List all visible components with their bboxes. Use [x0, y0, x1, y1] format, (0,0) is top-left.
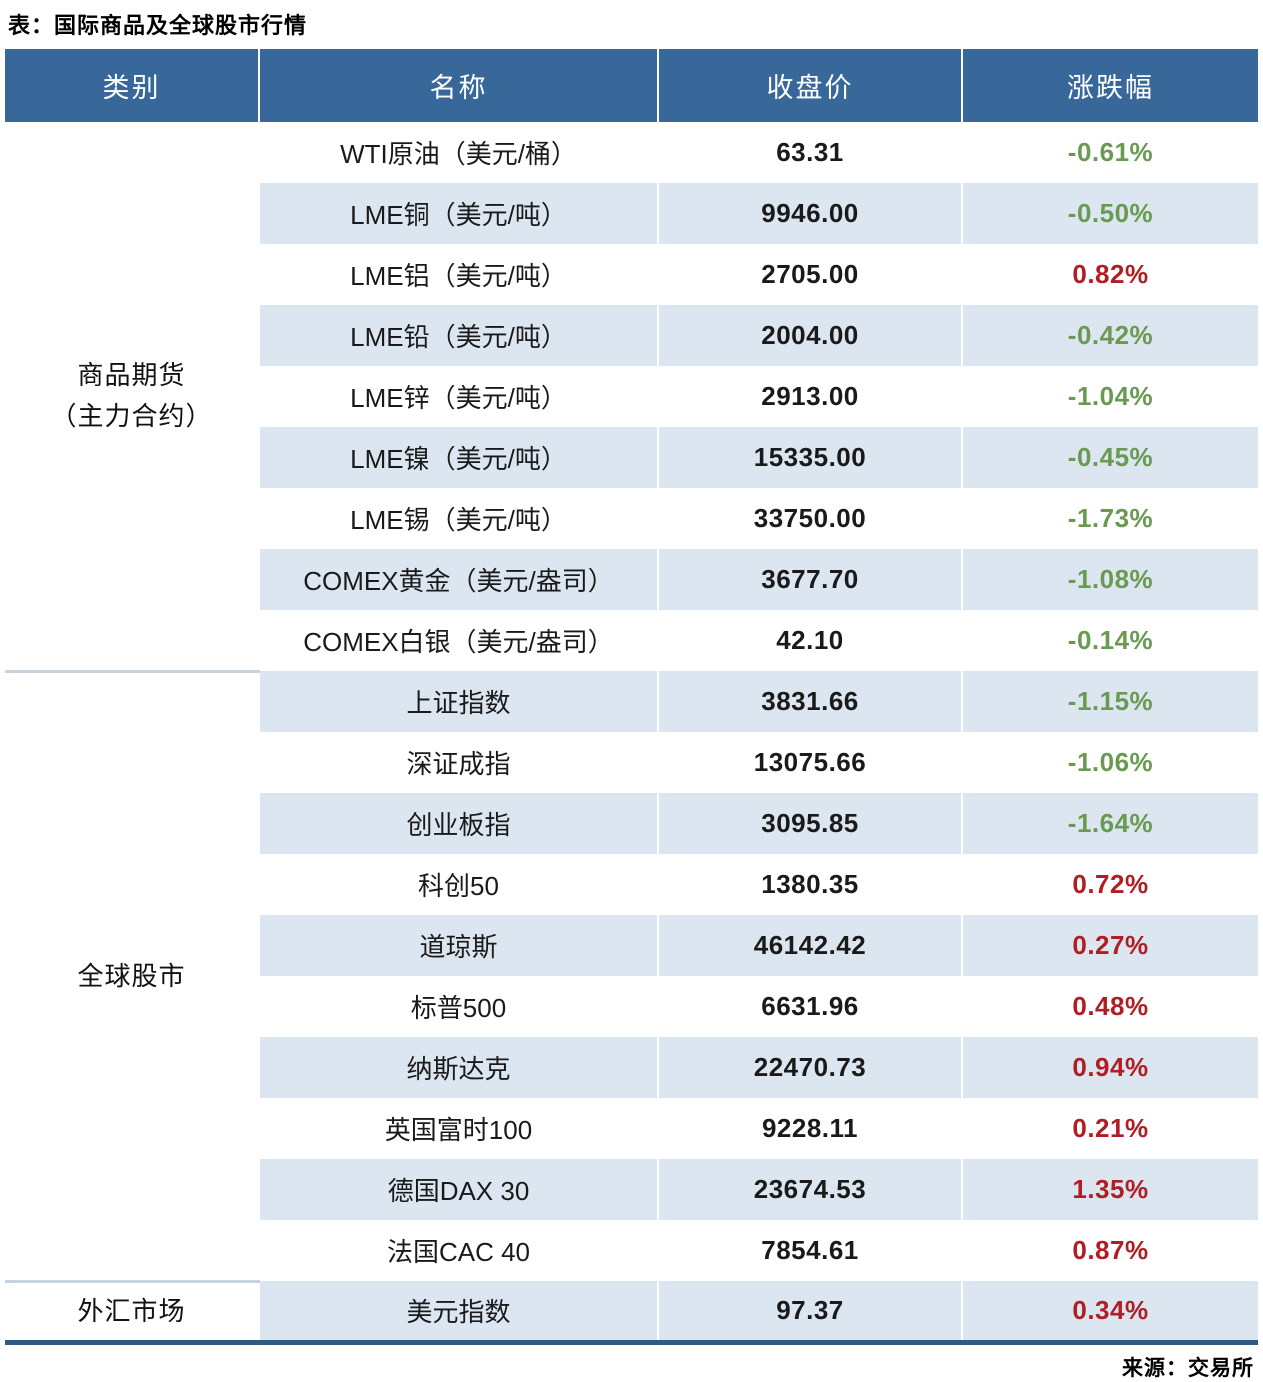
- close-price-cell: 3095.85: [657, 793, 962, 854]
- name-cell: COMEX白银（美元/盎司）: [258, 610, 658, 671]
- category-cell-commodities: 商品期货 （主力合约）: [5, 122, 259, 673]
- close-price-cell: 46142.42: [657, 915, 962, 976]
- category-label-line: 全球股市: [77, 960, 186, 991]
- market-table: 类别 名称 收盘价 涨跌幅 商品期货 （主力合约） WTI原油（美元/桶） 63…: [5, 49, 1258, 1345]
- close-price-cell: 15335.00: [657, 427, 962, 488]
- close-price-cell: 23674.53: [657, 1159, 962, 1220]
- name-cell: LME铝（美元/吨）: [258, 244, 658, 305]
- table-row: LME铅（美元/吨） 2004.00 -0.42%: [5, 305, 1258, 366]
- close-price-cell: 2004.00: [657, 305, 962, 366]
- change-cell: 0.48%: [961, 976, 1258, 1037]
- change-cell: -1.15%: [961, 671, 1258, 732]
- change-cell: -0.42%: [961, 305, 1258, 366]
- close-price-cell: 63.31: [657, 122, 962, 183]
- table-row: 创业板指 3095.85 -1.64%: [5, 793, 1258, 854]
- name-cell: 法国CAC 40: [258, 1220, 658, 1281]
- change-cell: -1.73%: [961, 488, 1258, 549]
- column-header-close: 收盘价: [657, 49, 962, 122]
- close-price-cell: 3831.66: [657, 671, 962, 732]
- table-row: 纳斯达克 22470.73 0.94%: [5, 1037, 1258, 1098]
- table-row: LME铜（美元/吨） 9946.00 -0.50%: [5, 183, 1258, 244]
- name-cell: 标普500: [258, 976, 658, 1037]
- change-cell: 0.87%: [961, 1220, 1258, 1281]
- change-cell: -0.50%: [961, 183, 1258, 244]
- category-label-line: （主力合约）: [50, 400, 213, 431]
- close-price-cell: 1380.35: [657, 854, 962, 915]
- close-price-cell: 13075.66: [657, 732, 962, 793]
- name-cell: LME铜（美元/吨）: [258, 183, 658, 244]
- table-row: 深证成指 13075.66 -1.06%: [5, 732, 1258, 793]
- name-cell: 道琼斯: [258, 915, 658, 976]
- table-row: COMEX白银（美元/盎司） 42.10 -0.14%: [5, 610, 1258, 671]
- close-price-cell: 3677.70: [657, 549, 962, 610]
- table-row: 法国CAC 40 7854.61 0.87%: [5, 1220, 1258, 1281]
- change-cell: -1.06%: [961, 732, 1258, 793]
- column-header-category: 类别: [5, 49, 259, 122]
- change-cell: -1.04%: [961, 366, 1258, 427]
- close-price-cell: 7854.61: [657, 1220, 962, 1281]
- name-cell: 英国富时100: [258, 1098, 658, 1159]
- name-cell: LME锌（美元/吨）: [258, 366, 658, 427]
- table-row: 英国富时100 9228.11 0.21%: [5, 1098, 1258, 1159]
- change-cell: 0.21%: [961, 1098, 1258, 1159]
- table-row: 商品期货 （主力合约） WTI原油（美元/桶） 63.31 -0.61%: [5, 122, 1258, 673]
- table-row: 外汇市场 美元指数 97.37 0.34%: [5, 1281, 1258, 1345]
- change-cell: 0.72%: [961, 854, 1258, 915]
- category-cell-global-stocks: 全球股市: [5, 671, 259, 1283]
- category-cell-forex: 外汇市场: [5, 1281, 259, 1345]
- category-label-line: 外汇市场: [77, 1295, 186, 1326]
- change-cell: -0.45%: [961, 427, 1258, 488]
- table-row: LME锌（美元/吨） 2913.00 -1.04%: [5, 366, 1258, 427]
- name-cell: 上证指数: [258, 671, 658, 732]
- name-cell: LME镍（美元/吨）: [258, 427, 658, 488]
- name-cell: 深证成指: [258, 732, 658, 793]
- close-price-cell: 2913.00: [657, 366, 962, 427]
- name-cell: 美元指数: [258, 1281, 658, 1345]
- change-cell: -1.64%: [961, 793, 1258, 854]
- change-cell: -0.14%: [961, 610, 1258, 671]
- table-row: 道琼斯 46142.42 0.27%: [5, 915, 1258, 976]
- table-row: 德国DAX 30 23674.53 1.35%: [5, 1159, 1258, 1220]
- source-label: 来源：交易所: [1122, 1356, 1254, 1380]
- header-row: 类别 名称 收盘价 涨跌幅: [5, 49, 1258, 122]
- column-header-change: 涨跌幅: [961, 49, 1258, 122]
- close-price-cell: 33750.00: [657, 488, 962, 549]
- table-row: COMEX黄金（美元/盎司） 3677.70 -1.08%: [5, 549, 1258, 610]
- close-price-cell: 9946.00: [657, 183, 962, 244]
- name-cell: LME锡（美元/吨）: [258, 488, 658, 549]
- category-label-line: 商品期货: [77, 360, 186, 391]
- change-cell: 0.34%: [961, 1281, 1258, 1345]
- close-price-cell: 97.37: [657, 1281, 962, 1345]
- table-row: 科创50 1380.35 0.72%: [5, 854, 1258, 915]
- name-cell: 创业板指: [258, 793, 658, 854]
- table-row: LME锡（美元/吨） 33750.00 -1.73%: [5, 488, 1258, 549]
- close-price-cell: 9228.11: [657, 1098, 962, 1159]
- column-header-name: 名称: [258, 49, 658, 122]
- name-cell: 纳斯达克: [258, 1037, 658, 1098]
- name-cell: LME铅（美元/吨）: [258, 305, 658, 366]
- close-price-cell: 22470.73: [657, 1037, 962, 1098]
- name-cell: WTI原油（美元/桶）: [258, 122, 658, 183]
- close-price-cell: 6631.96: [657, 976, 962, 1037]
- table-row: LME铝（美元/吨） 2705.00 0.82%: [5, 244, 1258, 305]
- name-cell: COMEX黄金（美元/盎司）: [258, 549, 658, 610]
- change-cell: -0.61%: [961, 122, 1258, 183]
- close-price-cell: 2705.00: [657, 244, 962, 305]
- table-row: LME镍（美元/吨） 15335.00 -0.45%: [5, 427, 1258, 488]
- change-cell: 0.94%: [961, 1037, 1258, 1098]
- table-title: 表：国际商品及全球股市行情: [8, 13, 308, 38]
- close-price-cell: 42.10: [657, 610, 962, 671]
- name-cell: 德国DAX 30: [258, 1159, 658, 1220]
- change-cell: 1.35%: [961, 1159, 1258, 1220]
- change-cell: 0.27%: [961, 915, 1258, 976]
- table-row: 全球股市 上证指数 3831.66 -1.15%: [5, 671, 1258, 1283]
- name-cell: 科创50: [258, 854, 658, 915]
- change-cell: 0.82%: [961, 244, 1258, 305]
- change-cell: -1.08%: [961, 549, 1258, 610]
- table-row: 标普500 6631.96 0.48%: [5, 976, 1258, 1037]
